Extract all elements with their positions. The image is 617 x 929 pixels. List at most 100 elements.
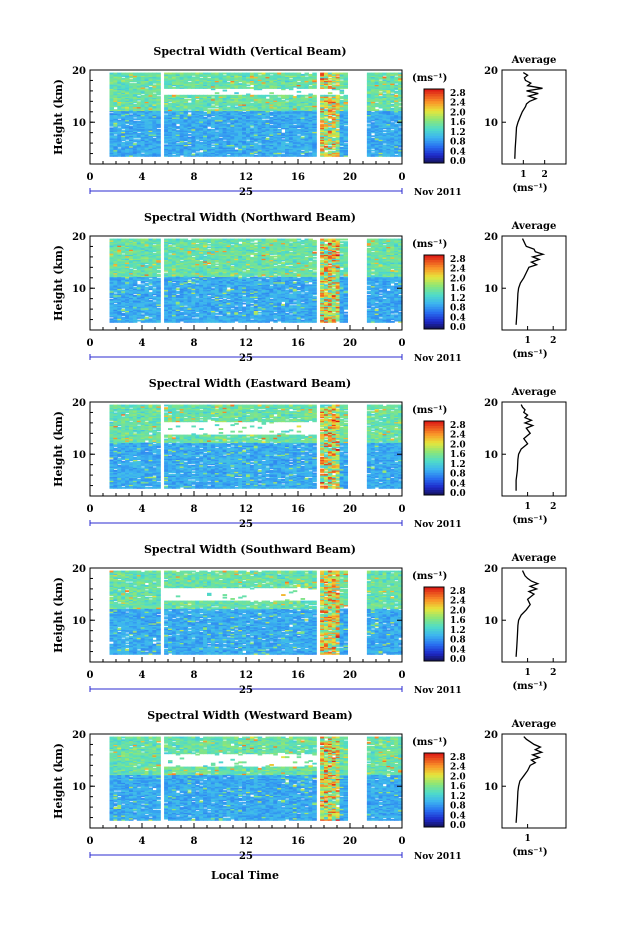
heatmap-cell <box>164 145 169 148</box>
heatmap-cell <box>207 135 212 138</box>
heatmap-cell <box>253 152 259 155</box>
heatmap-cell <box>238 132 243 135</box>
heatmap-cell <box>140 90 146 93</box>
heatmap-cell <box>129 102 134 105</box>
heatmap-cell <box>269 107 274 110</box>
heatmap-cell <box>382 132 387 135</box>
heatmap-cell <box>253 143 259 145</box>
heatmap-cell <box>214 120 220 123</box>
heatmap-cell <box>195 145 200 148</box>
heatmap-cell <box>171 98 177 101</box>
x-tick-label: 0 <box>87 172 94 183</box>
heatmap-cell <box>242 113 247 115</box>
heatmap-cell <box>296 149 302 152</box>
heatmap-cell <box>300 117 306 119</box>
heatmap-cell <box>144 153 150 156</box>
heatmap-cell <box>113 105 118 108</box>
heatmap-cell <box>152 90 157 93</box>
heatmap-cell <box>144 73 150 76</box>
heatmap-cell <box>238 130 243 132</box>
heatmap-cell <box>308 85 313 88</box>
heatmap-cell <box>132 118 138 121</box>
heatmap-cell <box>125 98 130 101</box>
heatmap-cell <box>226 132 231 135</box>
heatmap-cell <box>129 115 134 118</box>
heatmap-cell <box>246 101 251 104</box>
heatmap-cell <box>183 83 189 85</box>
heatmap-cell <box>140 107 146 110</box>
heatmap-cell <box>285 77 290 80</box>
heatmap-cell <box>117 85 122 88</box>
heatmap-cell <box>261 134 267 136</box>
heatmap-cell <box>117 77 122 80</box>
heatmap-cell <box>249 128 255 131</box>
heatmap-cell <box>261 85 267 88</box>
heatmap-cell <box>222 77 228 80</box>
heatmap-cell <box>148 238 153 241</box>
heatmap-cell <box>121 101 126 104</box>
heatmap-cell <box>210 84 216 87</box>
heatmap-cell <box>187 103 192 106</box>
heatmap-cell <box>296 147 302 149</box>
heatmap-cell <box>148 122 153 125</box>
heatmap-cell <box>156 110 161 113</box>
heatmap-cell <box>113 109 118 112</box>
heatmap-cell <box>132 134 138 136</box>
heatmap-cell <box>222 119 228 122</box>
heatmap-cell <box>156 147 161 149</box>
heatmap-cell <box>234 153 239 156</box>
heatmap-cell <box>277 87 282 89</box>
heatmap-cell <box>288 131 294 134</box>
heatmap-cell <box>300 144 306 147</box>
heatmap-cell <box>164 114 169 117</box>
heatmap-cell <box>179 110 185 113</box>
heatmap-cell <box>277 76 282 79</box>
heatmap-cell <box>183 109 189 112</box>
heatmap-cell <box>269 81 274 84</box>
heatmap-cell <box>164 153 169 156</box>
heatmap-cell <box>238 97 243 100</box>
heatmap-cell <box>296 72 302 75</box>
heatmap-cell <box>257 84 263 87</box>
x-tick-label: 8 <box>191 172 198 183</box>
heatmap-cell <box>109 238 114 241</box>
heatmap-cell <box>191 141 196 144</box>
heatmap-cell <box>292 136 298 139</box>
heatmap-cell <box>109 102 114 105</box>
heatmap-cell <box>207 106 212 109</box>
heatmap-cell <box>304 144 309 147</box>
heatmap-cell <box>366 123 372 126</box>
heatmap-cell <box>222 132 228 135</box>
heatmap-cell <box>191 80 196 83</box>
heatmap-cell <box>125 238 130 241</box>
heatmap-cell <box>226 114 231 117</box>
heatmap-cell <box>242 75 247 78</box>
heatmap-cell <box>366 72 372 75</box>
heatmap-cell <box>203 109 208 112</box>
heatmap-cell <box>214 106 220 109</box>
y-axis-label: Height (km) <box>52 79 65 155</box>
heatmap-cell <box>117 145 122 148</box>
heatmap-cell <box>199 84 204 87</box>
heatmap-cell <box>218 97 224 100</box>
heatmap-cell <box>125 126 130 128</box>
heatmap-cell <box>117 140 122 143</box>
average-profile-line <box>514 72 543 159</box>
heatmap-cell <box>288 130 294 132</box>
heatmap-cell <box>140 149 146 152</box>
heatmap-cell <box>129 128 134 131</box>
heatmap-cell <box>144 134 150 136</box>
heatmap-cell <box>144 286 150 289</box>
heatmap-cell <box>285 103 290 106</box>
heatmap-cell <box>304 113 309 115</box>
heatmap-cell <box>121 238 126 241</box>
heatmap-cell <box>214 94 220 97</box>
heatmap-cell <box>218 143 224 145</box>
heatmap-cell <box>257 126 263 128</box>
heatmap-cell <box>265 139 270 142</box>
heatmap <box>109 238 403 323</box>
heatmap-cell <box>226 113 231 115</box>
heatmap-cell <box>242 144 247 147</box>
heatmap-cell <box>144 148 150 151</box>
heatmap-cell <box>304 102 309 105</box>
